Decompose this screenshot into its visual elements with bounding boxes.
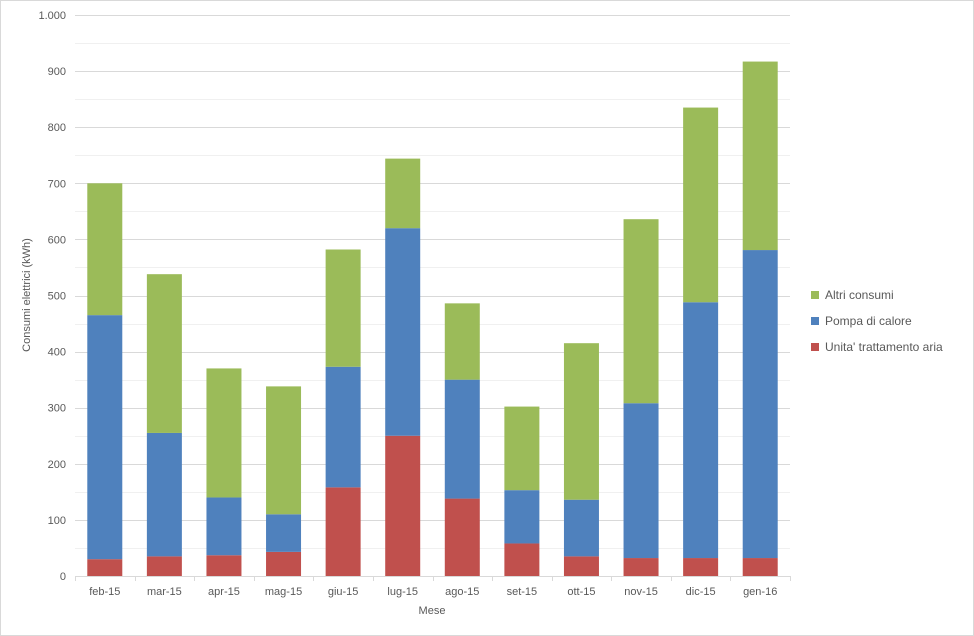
legend-label: Unita' trattamento aria: [825, 340, 943, 354]
bar-segment: [87, 559, 123, 576]
gridlines: [75, 15, 790, 549]
legend-item-pompa-di-calore: Pompa di calore: [811, 308, 971, 334]
bar-segment: [266, 386, 302, 515]
legend-swatch: [811, 291, 819, 299]
bar-segment: [206, 497, 242, 556]
bar-segment: [742, 558, 778, 576]
x-tick-label: nov-15: [624, 586, 658, 598]
bar-segment: [146, 556, 182, 576]
bar-segment: [504, 543, 540, 576]
x-tick-label: mar-15: [147, 586, 182, 598]
legend-label: Altri consumi: [825, 288, 894, 302]
legend: Altri consumi Pompa di calore Unita' tra…: [811, 282, 971, 360]
x-tick-label: set-15: [507, 586, 538, 598]
legend-swatch: [811, 317, 819, 325]
x-tick-label: mag-15: [265, 586, 302, 598]
bar-segment: [563, 343, 599, 500]
bar-segment: [683, 107, 719, 303]
bar-segment: [325, 366, 361, 488]
y-tick-label: 500: [48, 291, 66, 303]
y-axis-title: Consumi elettrici (kWh): [21, 238, 33, 352]
bar-segment: [325, 249, 361, 367]
x-tick-label: giu-15: [328, 586, 359, 598]
bar-segment: [683, 302, 719, 559]
bar-segment: [325, 487, 361, 576]
x-tick-label: gen-16: [743, 586, 777, 598]
x-tick-label: dic-15: [686, 586, 716, 598]
bar-segment: [385, 435, 421, 576]
y-tick-label: 800: [48, 122, 66, 134]
y-tick-label: 100: [48, 515, 66, 527]
bar-segment: [87, 183, 123, 316]
bar-segment: [266, 551, 302, 576]
axes: 0 100 200 300 400 500 600 700 800 900 1.000 feb-15 m…: [38, 10, 791, 598]
bar-segment: [742, 61, 778, 251]
y-tick-label: 600: [48, 234, 66, 246]
legend-item-altri-consumi: Altri consumi: [811, 282, 971, 308]
bar-segment: [385, 158, 421, 229]
bar-segment: [504, 406, 540, 491]
bar-segment: [623, 403, 659, 559]
legend-label: Pompa di calore: [825, 314, 912, 328]
bar-segment: [444, 303, 480, 380]
bar-segment: [444, 498, 480, 576]
bar-segment: [623, 558, 659, 576]
x-axis-title: Mese: [419, 605, 446, 617]
y-tick-label: 900: [48, 66, 66, 78]
y-tick-label: 400: [48, 347, 66, 359]
bar-segment: [385, 228, 421, 436]
bar-segment: [742, 250, 778, 559]
bar-segment: [444, 379, 480, 499]
legend-item-unita-trattamento-aria: Unita' trattamento aria: [811, 334, 971, 360]
x-tick-label: apr-15: [208, 586, 240, 598]
y-tick-label: 200: [48, 459, 66, 471]
y-tick-label: 0: [60, 571, 66, 583]
bar-segment: [266, 514, 302, 552]
bar-segment: [87, 315, 123, 560]
x-tick-label: ago-15: [445, 586, 479, 598]
bar-segment: [146, 432, 182, 557]
x-tick-label: feb-15: [89, 586, 120, 598]
y-tick-label: 700: [48, 178, 66, 190]
x-tick-label: lug-15: [387, 586, 418, 598]
bar-segment: [683, 558, 719, 576]
bar-segment: [206, 368, 242, 498]
x-tick-label: ott-15: [567, 586, 595, 598]
bar-segment: [563, 499, 599, 557]
bar-segment: [563, 556, 599, 576]
y-tick-label: 300: [48, 403, 66, 415]
bar-segment: [623, 219, 659, 404]
bar-segment: [504, 490, 540, 544]
bar-segment: [146, 274, 182, 433]
bar-segment: [206, 555, 242, 576]
y-tick-label: 1.000: [38, 10, 66, 22]
bars: [87, 61, 778, 576]
legend-swatch: [811, 343, 819, 351]
